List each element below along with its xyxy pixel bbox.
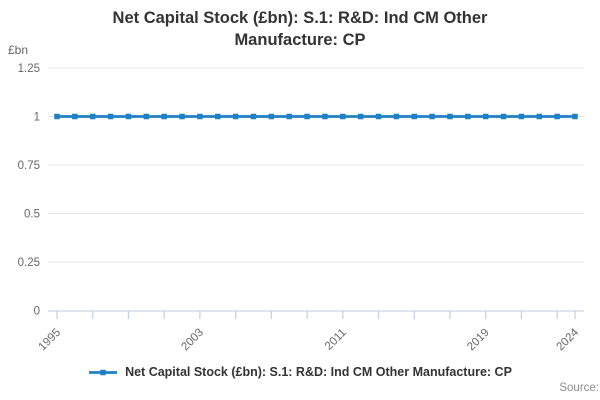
data-point [250, 113, 257, 120]
data-point [268, 113, 275, 120]
data-point [465, 113, 471, 120]
data-point [482, 113, 489, 120]
data-point [357, 113, 364, 120]
y-axis-unit-label: £bn [8, 43, 29, 57]
data-point [179, 113, 185, 120]
x-tick-label: 1995 [37, 327, 64, 354]
data-point [518, 113, 525, 120]
legend-label: Net Capital Stock (£bn): S.1: R&D: Ind C… [125, 365, 512, 379]
data-point [107, 113, 114, 120]
data-point [304, 113, 310, 120]
chart-title: Net Capital Stock (£bn): S.1: R&D: Ind C… [112, 9, 488, 50]
data-point [215, 113, 221, 120]
data-point [232, 113, 239, 120]
x-tick-label: 2024 [555, 326, 582, 353]
data-point [197, 113, 203, 120]
data-point [572, 113, 578, 120]
data-point [89, 113, 96, 120]
legend-item[interactable]: Net Capital Stock (£bn): S.1: R&D: Ind C… [0, 362, 600, 382]
y-tick-label: 1 [34, 112, 40, 124]
data-point [393, 113, 400, 120]
x-tick-label: 2003 [179, 327, 206, 354]
data-point [161, 113, 167, 120]
legend-swatch-marker [100, 369, 106, 375]
y-tick-label: 0.5 [24, 209, 40, 221]
data-point [554, 113, 560, 120]
data-point [536, 113, 543, 120]
data-point [340, 113, 346, 120]
data-point [447, 113, 453, 120]
data-point [429, 113, 435, 120]
legend-line-swatch [89, 369, 118, 375]
data-point [286, 113, 292, 120]
y-tick-label: 0.75 [18, 160, 40, 172]
data-point [143, 113, 150, 120]
x-tick-label: 2011 [323, 327, 349, 353]
y-tick-label: 0 [34, 306, 40, 318]
data-point [72, 113, 78, 120]
data-point [54, 113, 60, 120]
y-tick-label: 0.25 [18, 257, 40, 269]
x-tick-label: 2019 [465, 327, 492, 354]
source-label: Source: [559, 382, 599, 394]
y-tick-label: 1.25 [18, 63, 40, 75]
data-point [322, 113, 328, 120]
data-point [375, 113, 382, 120]
data-point [500, 113, 507, 120]
data-point [411, 113, 417, 120]
data-point [125, 113, 132, 120]
